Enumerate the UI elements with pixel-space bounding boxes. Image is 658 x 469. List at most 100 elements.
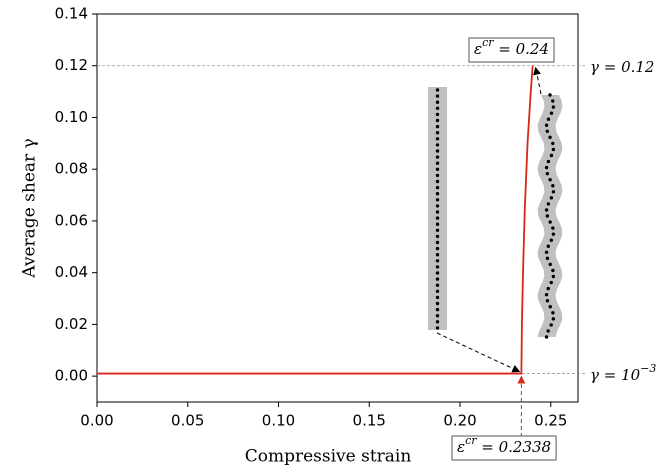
bead	[546, 117, 551, 121]
bead	[544, 335, 549, 339]
bead	[549, 280, 553, 285]
bead	[544, 292, 549, 297]
y-axis-label: Average shear γ	[20, 138, 40, 278]
bead	[551, 141, 555, 146]
data-line	[97, 65, 534, 375]
bead	[435, 216, 440, 220]
bead	[435, 88, 440, 92]
annotation-base: ε	[457, 438, 465, 456]
bead	[551, 226, 555, 230]
annotation: εcr = 0.2338	[457, 434, 551, 456]
annotation-box	[468, 37, 555, 63]
bead	[435, 289, 440, 293]
annotation-base: γ = 0.12	[590, 58, 654, 76]
bead	[544, 123, 549, 127]
bead	[435, 198, 440, 202]
bead	[546, 244, 550, 248]
annotation-base: γ = 10	[590, 366, 641, 384]
bead	[545, 171, 550, 176]
annotation-rest: = 0.24	[493, 40, 549, 58]
bead	[435, 167, 440, 171]
bead	[435, 246, 440, 251]
bead	[435, 161, 440, 165]
bead	[435, 259, 440, 263]
bead	[551, 147, 556, 152]
bead	[545, 214, 550, 218]
bead	[549, 196, 554, 200]
y-tick-label: 0.02	[55, 315, 88, 333]
x-tick-label: 0.20	[443, 412, 476, 430]
bead	[435, 124, 440, 129]
annotation-sup: cr	[465, 434, 477, 447]
bead	[548, 93, 552, 97]
bead	[548, 135, 552, 140]
bead	[551, 190, 556, 194]
bead	[435, 112, 440, 117]
y-tick-label: 0.00	[55, 367, 88, 385]
annotation: γ = 10−3	[590, 362, 656, 384]
bead	[546, 159, 551, 164]
x-tick-label: 0.10	[262, 412, 295, 430]
bead	[435, 179, 440, 184]
bead	[544, 208, 549, 212]
bead	[548, 178, 552, 182]
bead	[435, 277, 440, 281]
y-tick-label: 0.06	[55, 211, 88, 229]
bead	[435, 234, 440, 239]
bead	[435, 204, 440, 208]
bead	[544, 165, 549, 170]
bead	[548, 305, 552, 309]
x-tick-label: 0.00	[80, 412, 113, 430]
x-tick-label: 0.05	[171, 412, 204, 430]
annotation: εcr = 0.24	[474, 36, 549, 58]
bead	[435, 192, 440, 196]
bead	[435, 222, 440, 226]
bead	[435, 185, 440, 190]
annotation-base: ε	[474, 40, 482, 58]
bead	[546, 286, 550, 291]
y-tick-label: 0.04	[55, 263, 88, 281]
bead	[435, 118, 440, 123]
y-tick-label: 0.14	[55, 5, 88, 23]
bead	[435, 326, 440, 330]
x-axis-label: Compressive strain	[245, 447, 412, 467]
insets	[428, 87, 563, 339]
pointer-arrow	[436, 332, 521, 373]
y-tick-label: 0.08	[55, 160, 88, 178]
bead	[549, 111, 554, 115]
bead	[545, 299, 550, 303]
annotation-box	[451, 435, 557, 461]
bead	[551, 232, 556, 236]
bead	[544, 250, 549, 254]
x-tick-label: 0.25	[534, 412, 567, 430]
bead	[551, 317, 556, 321]
bead	[435, 283, 440, 287]
bead	[435, 137, 440, 141]
annotation-sup: −3	[640, 362, 656, 375]
bead	[435, 94, 440, 98]
bead	[545, 129, 549, 133]
bead	[545, 256, 550, 261]
annotation-sup: cr	[482, 36, 494, 49]
bead	[435, 131, 440, 135]
annotation: γ = 0.12	[590, 58, 654, 76]
bead	[435, 307, 440, 312]
bead	[435, 253, 440, 257]
bead	[435, 320, 440, 324]
bead	[435, 271, 440, 275]
bead	[435, 173, 440, 178]
bead	[551, 105, 556, 109]
bead	[549, 323, 553, 327]
bead	[551, 311, 555, 315]
bead	[551, 274, 556, 279]
bead	[435, 265, 440, 269]
bead	[546, 202, 551, 206]
bead	[435, 314, 440, 318]
straight-beam	[428, 87, 447, 330]
x-tick-label: 0.15	[353, 412, 386, 430]
y-tick-label: 0.12	[55, 56, 88, 74]
pointer-arrow	[533, 66, 542, 95]
bead	[551, 99, 555, 103]
bead	[548, 262, 552, 267]
